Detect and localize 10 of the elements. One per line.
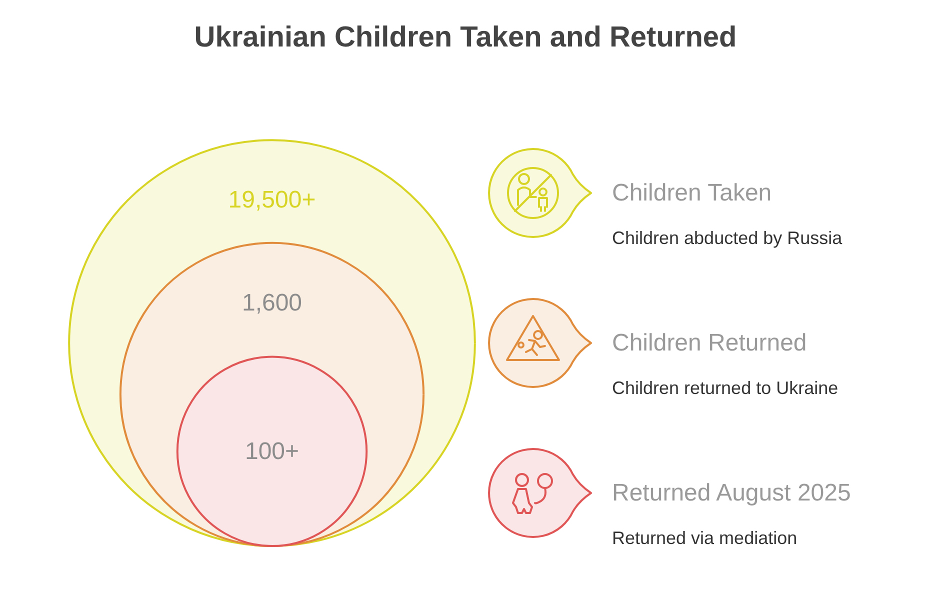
data-label: 100+ <box>244 438 300 465</box>
category-label: Children Returned <box>612 330 807 356</box>
text: Children abducted by Russia <box>612 228 844 248</box>
text: Ukrainian Children Taken and Returned <box>194 22 737 54</box>
data-label: 19,500+ <box>228 186 316 214</box>
category-label: Returned August 2025 <box>612 480 851 506</box>
text: Returned via mediation <box>612 528 798 548</box>
text: Children returned to Ukraine <box>612 378 838 398</box>
data-label: 1,600 <box>242 289 302 316</box>
category-label: Children Taken <box>612 180 772 206</box>
